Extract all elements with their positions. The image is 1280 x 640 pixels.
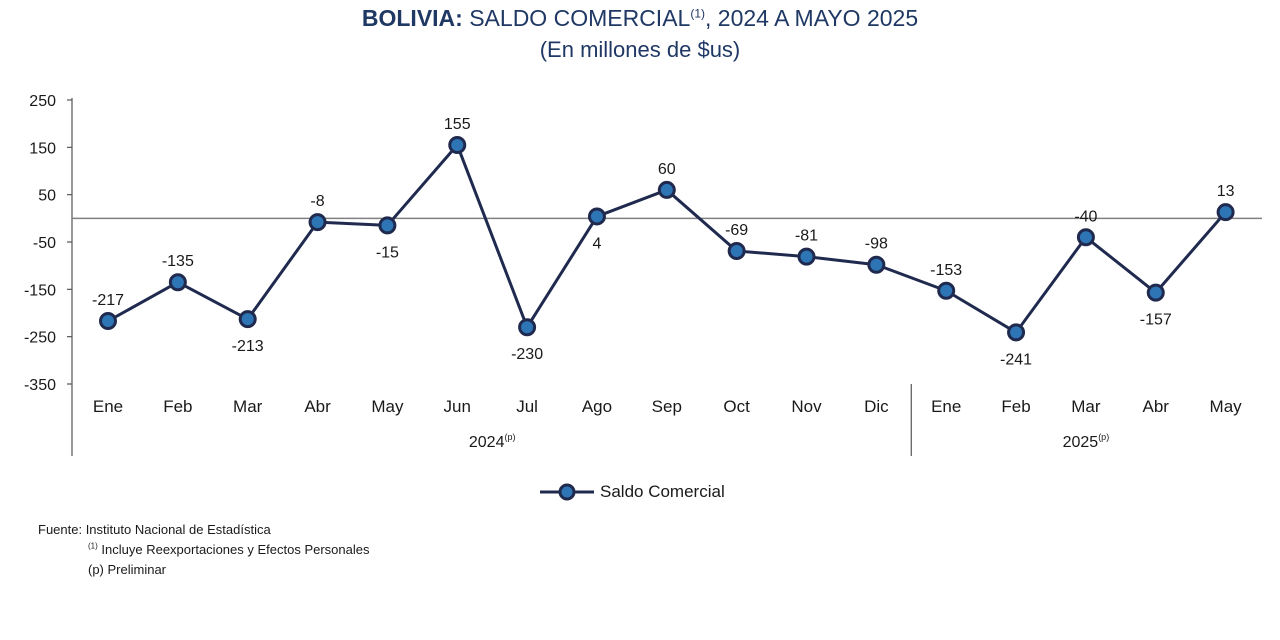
data-label: -15 — [376, 244, 399, 261]
chart-title-sup: (1) — [690, 6, 705, 21]
x-tick-label: Ago — [582, 397, 612, 416]
y-tick-label: 50 — [38, 188, 56, 205]
data-label: -98 — [865, 236, 888, 253]
data-label: 13 — [1217, 183, 1235, 200]
data-point — [1076, 228, 1095, 247]
data-point — [1216, 203, 1235, 222]
data-point — [1007, 323, 1026, 342]
data-point — [518, 318, 537, 337]
data-point — [657, 180, 676, 199]
group-label: 2025(p) — [1063, 432, 1110, 451]
data-point — [937, 281, 956, 300]
group-label: 2024(p) — [469, 432, 516, 451]
x-tick-label: Mar — [233, 397, 263, 416]
data-point — [378, 216, 397, 235]
x-tick-label: Jun — [444, 397, 471, 416]
data-label: -81 — [795, 228, 818, 245]
chart-title-rest: , 2024 A MAYO 2025 — [705, 5, 919, 31]
y-tick-label: -150 — [24, 282, 56, 299]
x-tick-label: Abr — [1143, 397, 1170, 416]
data-label: -217 — [92, 292, 124, 309]
data-point — [308, 213, 327, 232]
chart-subtitle: (En millones de $us) — [539, 37, 741, 62]
footnotes: Fuente: Instituto Nacional de Estadístic… — [38, 520, 370, 580]
x-tick-label: May — [371, 397, 404, 416]
data-point — [238, 310, 257, 329]
data-label: 60 — [658, 161, 676, 178]
data-label: -69 — [725, 222, 748, 239]
data-label: -241 — [1000, 351, 1032, 368]
x-tick-label: Nov — [791, 397, 822, 416]
x-tick-label: Sep — [652, 397, 682, 416]
data-point — [867, 255, 886, 274]
data-label: -213 — [232, 338, 264, 355]
x-tick-label: Feb — [1001, 397, 1030, 416]
y-tick-label: 250 — [29, 93, 56, 110]
legend-swatch — [540, 483, 594, 501]
y-tick-label: -50 — [33, 235, 56, 252]
x-tick-label: Dic — [864, 397, 889, 416]
x-tick-label: Abr — [304, 397, 331, 416]
chart-title: BOLIVIA: SALDO COMERCIAL(1), 2024 A MAYO… — [0, 4, 1280, 32]
data-label: 155 — [444, 116, 471, 133]
data-label: 4 — [592, 235, 601, 252]
data-label: -230 — [511, 346, 543, 363]
y-tick-label: 150 — [29, 140, 56, 157]
x-tick-label: Ene — [931, 397, 961, 416]
data-point — [448, 135, 467, 154]
x-tick-label: Jul — [516, 397, 538, 416]
footnote-1-sup: (1) — [88, 541, 98, 551]
data-point — [1146, 283, 1165, 302]
legend: Saldo Comercial — [540, 480, 725, 504]
data-point — [587, 207, 606, 226]
x-tick-label: Feb — [163, 397, 192, 416]
data-point — [168, 273, 187, 292]
x-tick-label: Oct — [723, 397, 750, 416]
data-point — [797, 247, 816, 266]
x-tick-label: May — [1210, 397, 1243, 416]
data-label: -8 — [310, 193, 324, 210]
data-label: -135 — [162, 253, 194, 270]
footnote-1-text: Incluye Reexportaciones y Efectos Person… — [101, 542, 370, 557]
x-tick-label: Ene — [93, 397, 123, 416]
data-point — [99, 312, 117, 331]
chart-title-bold: BOLIVIA: — [361, 5, 463, 31]
footnote-source: Fuente: Instituto Nacional de Estadístic… — [38, 522, 271, 537]
data-label: -153 — [930, 262, 962, 279]
x-tick-label: Mar — [1071, 397, 1101, 416]
footnote-2: (p) Preliminar — [88, 562, 167, 577]
data-point — [727, 241, 746, 260]
y-tick-label: -350 — [24, 377, 56, 394]
footnote-1: (1) Incluye Reexportaciones y Efectos Pe… — [38, 540, 370, 560]
chart-title-main: SALDO COMERCIAL — [462, 5, 691, 31]
legend-marker — [558, 483, 576, 501]
data-label: -157 — [1140, 312, 1172, 329]
data-label: -40 — [1074, 208, 1097, 225]
legend-label: Saldo Comercial — [600, 482, 725, 501]
y-tick-label: -250 — [24, 330, 56, 347]
